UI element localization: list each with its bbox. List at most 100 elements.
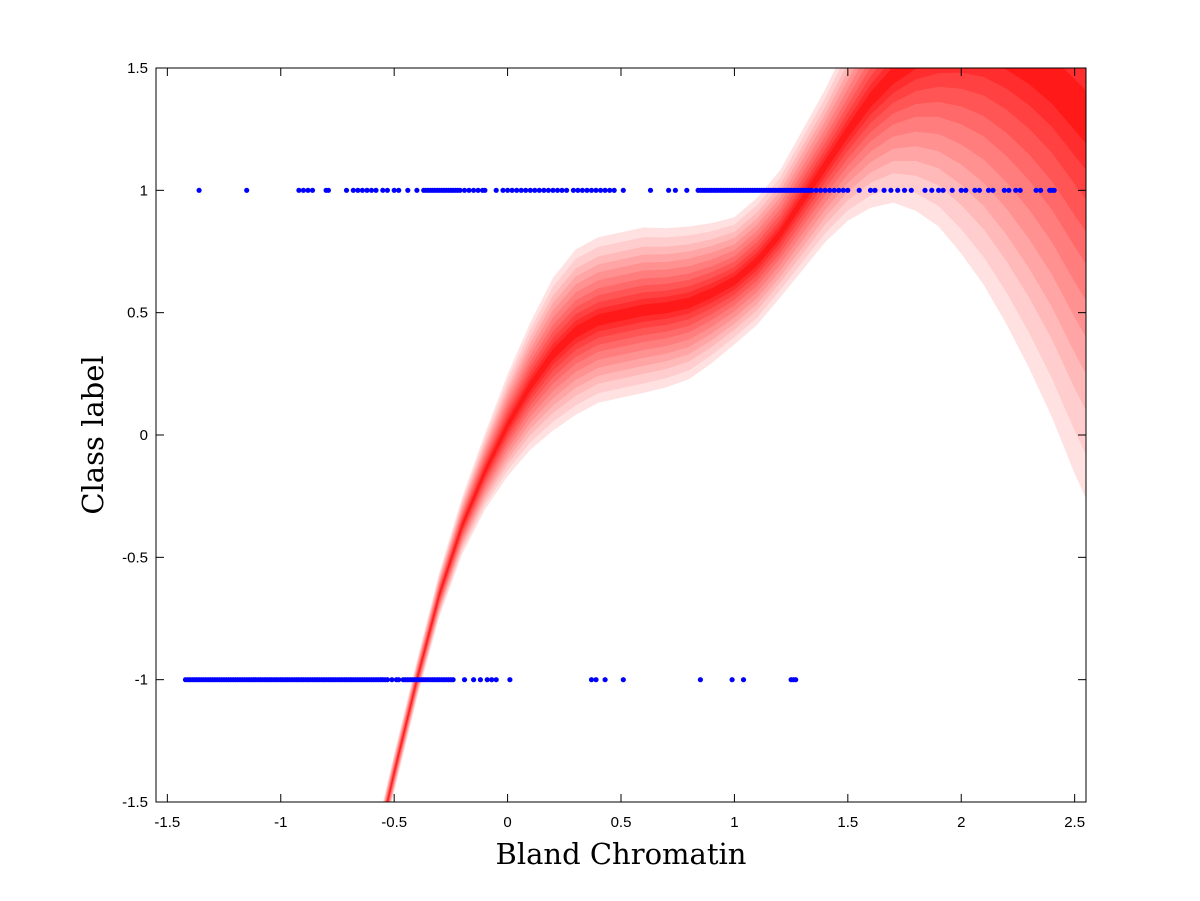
data-point-positive (908, 187, 914, 193)
axis-tick-labels: -1.5 -1 -0.5 0 0.5 1 1.5 2 2.5 -1.5 -1 -0.5 0 0.5 1 1.5 (122, 60, 1085, 831)
data-point-positive (822, 187, 828, 193)
data-point-negative (793, 677, 799, 683)
data-point-positive (300, 187, 306, 193)
x-tick-label: 0.5 (611, 814, 632, 831)
data-point-positive (575, 187, 581, 193)
data-point-positive (350, 187, 356, 193)
y-tick-label: -1.5 (122, 794, 148, 811)
data-point-positive (588, 187, 595, 193)
data-point-negative (396, 677, 402, 683)
data-point-positive (536, 187, 542, 193)
data-point-positive (457, 187, 463, 193)
data-point-positive (972, 187, 978, 193)
data-point-positive (895, 187, 901, 193)
x-tick-label: 2.5 (1064, 814, 1085, 831)
x-tick-label: -0.5 (381, 814, 407, 831)
data-point-negative (489, 677, 495, 683)
data-point-positive (1051, 187, 1057, 193)
data-point-positive (808, 187, 815, 193)
data-point-negative (493, 677, 499, 683)
data-point-negative (477, 677, 483, 683)
data-point-positive (602, 187, 608, 193)
data-point-positive (368, 187, 375, 193)
data-point-positive (684, 187, 690, 193)
data-point-positive (523, 187, 529, 193)
data-point-positive (414, 187, 420, 193)
x-tick-label: 1.5 (837, 814, 858, 831)
data-point-positive (493, 187, 499, 193)
data-point-positive (672, 187, 679, 193)
data-point-positive (309, 187, 316, 193)
data-point-negative (507, 677, 513, 683)
x-axis-label: Bland Chromatin (496, 837, 747, 871)
data-point-positive (976, 187, 983, 193)
y-tick-label: 1 (140, 182, 148, 199)
y-tick-label: -1 (135, 672, 148, 689)
data-point-positive (831, 187, 837, 193)
data-point-negative (450, 677, 456, 683)
data-point-positive (579, 187, 586, 193)
data-point-positive (373, 187, 379, 193)
data-point-negative (602, 677, 608, 683)
data-point-positive (296, 187, 302, 193)
data-point-negative (588, 677, 595, 683)
data-point-positive (818, 187, 824, 193)
data-point-positive (593, 187, 599, 193)
data-point-positive (554, 187, 561, 193)
data-point-positive (1033, 187, 1039, 193)
data-point-positive (518, 187, 524, 193)
posterior-band (382, 68, 1086, 802)
data-point-positive (990, 187, 996, 193)
data-point-positive (1006, 187, 1012, 193)
data-point-positive (922, 187, 928, 193)
data-point-positive (509, 187, 515, 193)
y-tick-label: 0 (140, 427, 148, 444)
data-point-positive (359, 187, 365, 193)
data-point-positive (505, 187, 511, 193)
y-tick-label: 1.5 (127, 60, 148, 77)
x-tick-label: 1 (730, 814, 738, 831)
data-point-positive (856, 187, 862, 193)
data-point-positive (196, 187, 202, 193)
data-point-positive (611, 187, 617, 193)
data-point-positive (598, 187, 604, 193)
data-points (182, 187, 1057, 683)
data-point-positive (949, 187, 955, 193)
x-tick-label: -1.5 (154, 814, 180, 831)
data-point-positive (888, 187, 894, 193)
data-point-positive (391, 187, 397, 193)
data-point-positive (471, 187, 477, 193)
data-point-positive (985, 187, 992, 193)
data-point-positive (620, 187, 626, 193)
data-point-positive (475, 187, 481, 193)
data-point-negative (461, 677, 468, 683)
y-tick-label: 0.5 (127, 305, 148, 322)
data-point-positive (836, 187, 842, 193)
data-point-negative (729, 677, 735, 683)
y-axis-label: Class label (76, 355, 110, 514)
data-point-positive (958, 187, 964, 193)
x-tick-label: 2 (957, 814, 965, 831)
data-point-positive (584, 187, 590, 193)
data-point-positive (514, 187, 520, 193)
data-point-positive (364, 187, 370, 193)
data-point-positive (813, 187, 819, 193)
data-point-negative (471, 677, 477, 683)
data-point-positive (867, 187, 874, 193)
data-point-positive (570, 187, 577, 193)
data-point-positive (325, 187, 331, 193)
data-point-positive (1013, 187, 1019, 193)
data-point-positive (1038, 187, 1044, 193)
data-point-negative (389, 677, 395, 683)
data-point-positive (500, 187, 506, 193)
data-point-positive (545, 187, 552, 193)
data-point-positive (607, 187, 613, 193)
data-point-positive (305, 187, 311, 193)
data-point-positive (527, 187, 533, 193)
data-point-positive (355, 187, 361, 193)
data-point-positive (666, 187, 672, 193)
data-point-positive (482, 187, 488, 193)
data-point-negative (740, 677, 747, 683)
data-point-positive (384, 187, 390, 193)
